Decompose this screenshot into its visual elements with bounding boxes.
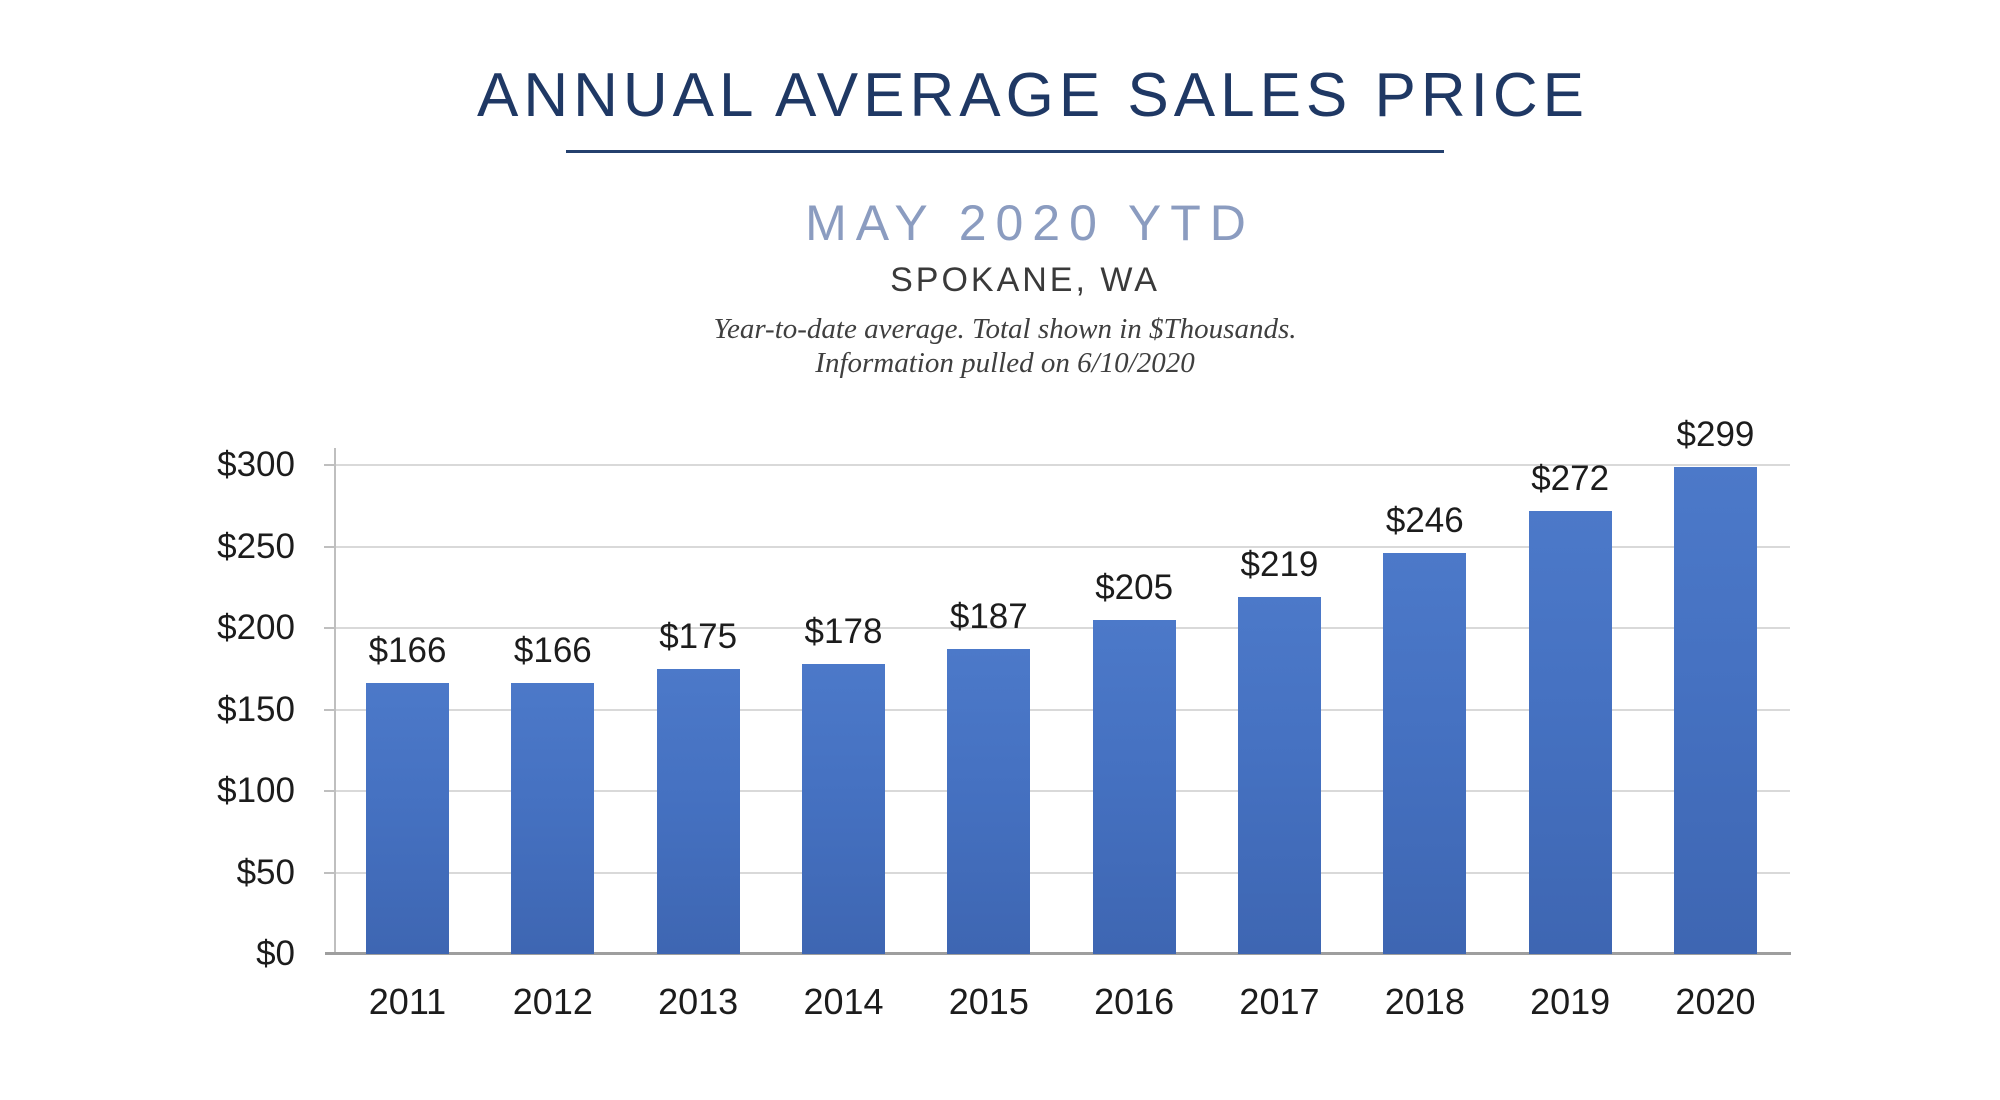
y-axis-tick-300 <box>324 464 336 466</box>
page-title: ANNUAL AVERAGE SALES PRICE <box>476 61 1589 130</box>
y-axis-tick-50 <box>324 871 336 874</box>
bar-2017 <box>1237 597 1321 954</box>
x-axis-label-2018: 2018 <box>1384 981 1465 1022</box>
bar-value-label-2014: $178 <box>804 611 883 651</box>
bar-value-label-2018: $246 <box>1385 501 1464 541</box>
bar-value-label-2013: $175 <box>659 616 738 656</box>
bar-value-label-2020: $299 <box>1676 414 1755 454</box>
y-axis-label: $250 <box>217 526 295 566</box>
bar-2014 <box>801 663 885 954</box>
title-underline <box>566 150 1444 153</box>
bar-2019 <box>1528 510 1612 954</box>
y-axis-label: $100 <box>217 771 295 810</box>
gridline-200 <box>335 627 1790 629</box>
bar-2013 <box>656 668 740 954</box>
x-axis-label-2013: 2013 <box>658 981 739 1022</box>
x-axis-label-2016: 2016 <box>1094 981 1175 1022</box>
y-axis-label: $300 <box>217 445 295 484</box>
bar-value-label-2011: $166 <box>368 631 447 671</box>
x-axis-label-2011: 2011 <box>368 981 447 1022</box>
x-axis-label-2020: 2020 <box>1675 981 1756 1022</box>
bar-2015 <box>947 649 1031 954</box>
bar-2011 <box>366 683 449 954</box>
footnote-line-1: Year-to-date average. Total shown in $Th… <box>713 313 1297 345</box>
gridline-150 <box>335 708 1790 711</box>
y-axis-tick-100 <box>324 790 336 792</box>
y-axis-line <box>334 448 336 955</box>
bar-value-label-2012: $166 <box>513 631 592 671</box>
bar-2012 <box>511 683 595 954</box>
gridline-300 <box>335 464 1790 467</box>
x-axis-label-2017: 2017 <box>1239 981 1320 1022</box>
footnote-line-2: Information pulled on 6/10/2020 <box>815 347 1195 379</box>
gridline-250 <box>335 545 1790 548</box>
x-axis-label-2019: 2019 <box>1530 981 1611 1022</box>
location-label: SPOKANE, WA <box>890 261 1160 299</box>
y-axis-label: $50 <box>236 852 295 892</box>
report-period-subtitle: MAY 2020 YTD <box>805 195 1255 251</box>
bar-2016 <box>1092 619 1176 954</box>
x-axis-label-2012: 2012 <box>512 981 593 1022</box>
x-axis-line <box>325 952 1791 955</box>
y-axis-tick-200 <box>324 627 336 629</box>
bar-value-label-2019: $272 <box>1531 458 1610 498</box>
bar-chart-plot-area: $166 2011 $166 2012 $175 2013 $178 2014 $187 2015… <box>335 415 1790 1022</box>
bar-value-label-2016: $205 <box>1095 567 1174 607</box>
y-axis-label: $200 <box>217 608 295 647</box>
gridline-50 <box>335 871 1790 874</box>
gridline-100 <box>335 790 1790 792</box>
bar-2018 <box>1383 553 1467 954</box>
y-axis-label: $0 <box>256 934 295 973</box>
bar-value-label-2017: $219 <box>1240 545 1319 585</box>
y-axis-tick-250 <box>324 545 336 548</box>
bar-value-label-2015: $187 <box>949 597 1028 637</box>
y-axis-tick-150 <box>324 708 336 711</box>
x-axis-label-2015: 2015 <box>948 981 1029 1022</box>
x-axis-label-2014: 2014 <box>803 981 884 1022</box>
bar-2020 <box>1673 466 1757 954</box>
y-axis-label: $150 <box>217 689 295 729</box>
